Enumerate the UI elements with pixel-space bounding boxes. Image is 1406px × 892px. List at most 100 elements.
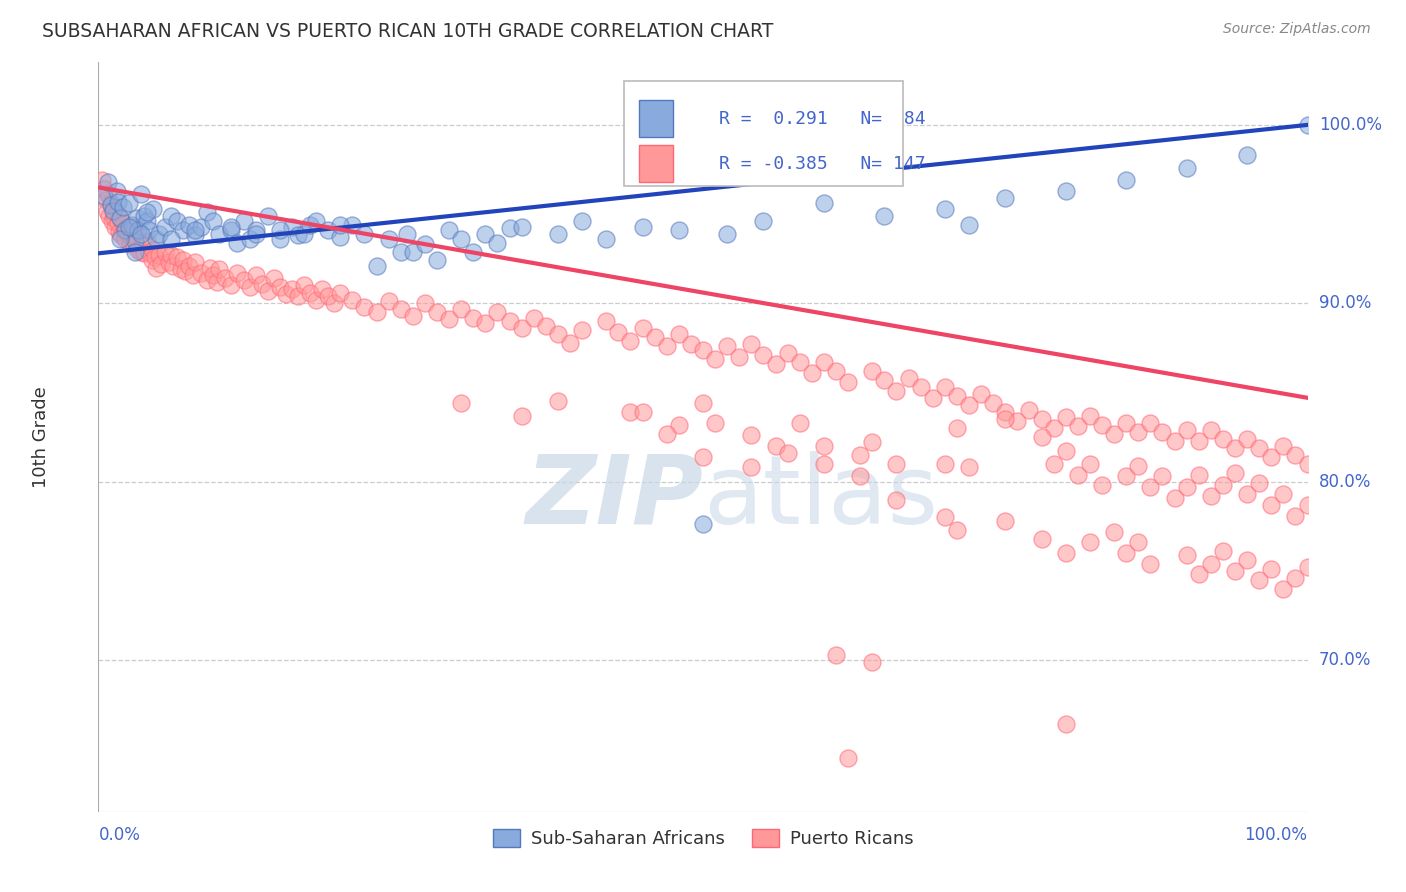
Point: [118, 237, 141, 252]
Point: [523, 310, 546, 325]
Point: [274, 287, 297, 301]
Text: 70.0%: 70.0%: [1319, 651, 1371, 669]
Point: [463, 244, 485, 259]
Point: [1272, 582, 1295, 596]
FancyBboxPatch shape: [638, 145, 673, 182]
Point: [316, 289, 339, 303]
Point: [1175, 548, 1198, 562]
Point: [108, 211, 131, 225]
Point: [631, 321, 654, 335]
Point: [957, 398, 980, 412]
Point: [957, 218, 980, 232]
Point: [208, 227, 231, 241]
Point: [150, 257, 173, 271]
Point: [800, 366, 823, 380]
Point: [813, 439, 835, 453]
Point: [1236, 432, 1258, 446]
Point: [1128, 425, 1150, 439]
Point: [1175, 423, 1198, 437]
Point: [108, 225, 131, 239]
Text: atlas: atlas: [703, 450, 938, 543]
Point: [100, 214, 122, 228]
Point: [98, 209, 121, 223]
Point: [195, 205, 218, 219]
Point: [1199, 423, 1222, 437]
Point: [118, 228, 141, 243]
Point: [269, 280, 291, 294]
Point: [1260, 450, 1282, 464]
Point: [256, 209, 278, 223]
Point: [1188, 467, 1211, 482]
Point: [644, 330, 666, 344]
Point: [1054, 546, 1077, 560]
Point: [342, 218, 364, 232]
Point: [96, 203, 118, 218]
Point: [437, 312, 460, 326]
Point: [122, 235, 145, 250]
Point: [323, 296, 346, 310]
Point: [886, 384, 908, 398]
Point: [776, 446, 799, 460]
Point: [740, 337, 762, 351]
Point: [311, 282, 333, 296]
Point: [329, 218, 352, 232]
Point: [1260, 498, 1282, 512]
Point: [214, 271, 236, 285]
Point: [655, 426, 678, 441]
Point: [134, 246, 156, 260]
Point: [195, 273, 218, 287]
Point: [619, 405, 641, 419]
Point: [103, 211, 125, 225]
Point: [1054, 184, 1077, 198]
Point: [1212, 544, 1234, 558]
Point: [1188, 434, 1211, 448]
Point: [1054, 717, 1077, 731]
Point: [1128, 458, 1150, 473]
Point: [118, 196, 141, 211]
Point: [1115, 173, 1137, 187]
Point: [1249, 476, 1271, 491]
Point: [153, 219, 176, 234]
Point: [1163, 491, 1185, 505]
Point: [1223, 441, 1246, 455]
Point: [245, 223, 267, 237]
Point: [97, 175, 120, 189]
Point: [226, 266, 249, 280]
Point: [413, 237, 436, 252]
Point: [181, 268, 204, 282]
Point: [1199, 557, 1222, 571]
Point: [118, 219, 141, 234]
Point: [305, 214, 328, 228]
Point: [172, 253, 194, 268]
Point: [353, 227, 375, 241]
Point: [112, 223, 135, 237]
Point: [269, 223, 291, 237]
Point: [994, 514, 1017, 528]
Point: [692, 450, 714, 464]
Point: [1188, 567, 1211, 582]
Point: [366, 305, 388, 319]
Point: [981, 396, 1004, 410]
Point: [1067, 467, 1090, 482]
Point: [101, 203, 124, 218]
Point: [849, 469, 872, 483]
Point: [127, 223, 149, 237]
Point: [1115, 416, 1137, 430]
Point: [97, 187, 120, 202]
Point: [124, 234, 146, 248]
Point: [202, 268, 225, 282]
Point: [450, 232, 472, 246]
Point: [873, 209, 896, 223]
Point: [402, 309, 425, 323]
Point: [789, 416, 811, 430]
Point: [692, 343, 714, 357]
Point: [329, 285, 352, 300]
Point: [1042, 421, 1064, 435]
Point: [129, 227, 152, 241]
Point: [946, 523, 969, 537]
Point: [860, 435, 883, 450]
Point: [934, 457, 956, 471]
Point: [1078, 535, 1101, 549]
Point: [946, 421, 969, 435]
Point: [1236, 487, 1258, 501]
